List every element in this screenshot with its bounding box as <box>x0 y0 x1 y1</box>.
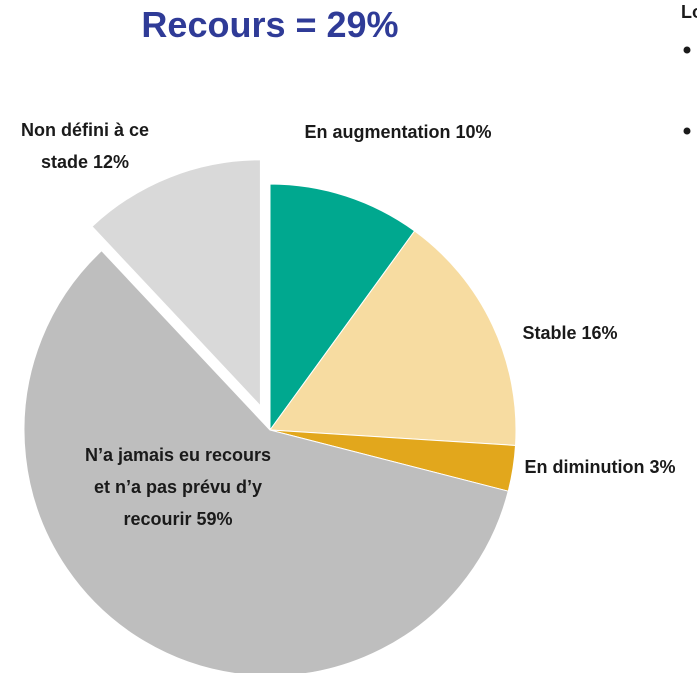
slice-label: Stable 16% <box>500 317 640 349</box>
slice-category: En augmentation <box>304 122 451 142</box>
side-text: Lo <box>681 2 697 22</box>
slice-label: En augmentation 10% <box>298 116 498 148</box>
slice-label: N’a jamais eu recours et n’a pas prévu d… <box>83 439 273 535</box>
slice-value: 12% <box>93 152 130 172</box>
pie-slice <box>269 183 416 432</box>
slice-value: 16% <box>581 323 618 343</box>
slice-category: Stable <box>522 323 577 343</box>
chart-title: Recours = 29% <box>141 4 399 45</box>
slice-value: 59% <box>196 509 233 529</box>
pie-slice <box>23 249 509 673</box>
slice-category: N’a jamais eu recours et n’a pas prévu d… <box>84 445 272 529</box>
slice-label: Non défini à ce stade 12% <box>10 114 160 178</box>
pie-slice <box>91 159 261 408</box>
slice-value: 10% <box>455 122 492 142</box>
slice-label: En diminution 3% <box>495 451 697 483</box>
slice-category: Non défini à ce stade <box>20 120 150 172</box>
slice-category: En diminution <box>524 457 645 477</box>
bullet <box>683 46 691 54</box>
bullet <box>683 127 691 135</box>
slice-value: 3% <box>649 457 676 477</box>
pie-slice <box>269 230 517 446</box>
